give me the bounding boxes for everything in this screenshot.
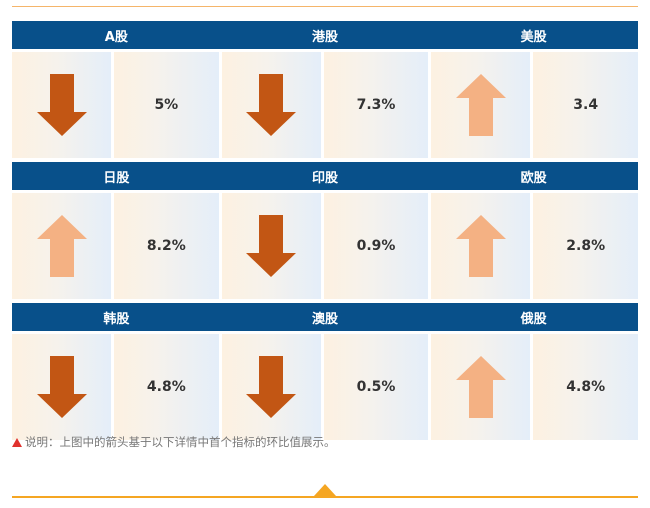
market-card-a-share: 5% <box>12 52 219 158</box>
market-value: 7.3% <box>323 52 429 158</box>
market-row-2: 日股 印股 欧股 8.2% 0.9% 2.8% <box>12 162 639 299</box>
arrow-down-icon <box>246 215 297 277</box>
market-name-a-share: A股 <box>104 29 128 45</box>
market-card-au-share: 0.5% <box>221 334 429 440</box>
market-row-3: 韩股 澳股 俄股 4.8% 0.5% 4.8% <box>12 303 639 440</box>
arrow-cell <box>12 334 111 440</box>
footnote-text: 说明：上图中的箭头基于以下详情中首个指标的环比值展示。 <box>25 435 336 449</box>
arrow-cell <box>221 52 321 158</box>
market-card-ru-share: 4.8% <box>431 334 639 440</box>
arrow-down-shape <box>246 74 297 136</box>
arrow-up-shape <box>455 356 506 418</box>
market-header-row: 日股 印股 欧股 <box>12 162 638 190</box>
top-divider <box>12 6 638 7</box>
market-name-au-share: 澳股 <box>312 311 339 327</box>
market-body-row: 8.2% 0.9% 2.8% <box>12 193 639 299</box>
arrow-down-icon <box>36 356 87 418</box>
arrow-up-icon <box>455 215 506 277</box>
arrow-down-shape <box>246 215 297 277</box>
bottom-divider <box>12 496 638 498</box>
arrow-down-icon <box>36 74 87 136</box>
arrow-cell <box>221 193 321 299</box>
market-value: 8.2% <box>114 193 219 299</box>
market-name-ru-share: 俄股 <box>520 311 547 327</box>
market-card-jp-share: 8.2% <box>12 193 219 299</box>
arrow-cell <box>12 52 111 158</box>
arrow-cell <box>221 334 321 440</box>
arrow-cell <box>431 52 531 158</box>
market-body-row: 5% 7.3% 3.4 <box>12 52 639 158</box>
arrow-up-icon <box>455 74 506 136</box>
market-value: 0.9% <box>323 193 429 299</box>
arrow-up-shape <box>36 215 87 277</box>
market-value: 3.4 <box>533 52 639 158</box>
arrow-down-icon <box>246 74 297 136</box>
arrow-cell <box>431 334 531 440</box>
market-card-eu-share: 2.8% <box>431 193 639 299</box>
arrow-down-shape <box>246 356 297 418</box>
market-name-jp-share: 日股 <box>103 170 130 186</box>
arrow-up-icon <box>36 215 87 277</box>
arrow-cell <box>431 193 531 299</box>
section-pointer-icon <box>314 484 336 496</box>
market-card-kr-share: 4.8% <box>12 334 219 440</box>
market-grid: A股 港股 美股 5% 7.3% 3.4 日股 印股 欧股 <box>12 21 639 444</box>
market-value: 2.8% <box>533 193 639 299</box>
market-header-row: 韩股 澳股 俄股 <box>12 303 638 331</box>
arrow-down-shape <box>36 74 87 136</box>
market-value: 4.8% <box>114 334 219 440</box>
market-body-row: 4.8% 0.5% 4.8% <box>12 334 639 440</box>
arrow-down-shape <box>36 356 87 418</box>
arrow-up-shape <box>455 215 506 277</box>
market-card-hk-share: 7.3% <box>221 52 429 158</box>
market-header-row: A股 港股 美股 <box>12 21 638 49</box>
market-name-us-share: 美股 <box>520 29 547 45</box>
arrow-up-icon <box>455 356 506 418</box>
market-row-1: A股 港股 美股 5% 7.3% 3.4 <box>12 21 639 158</box>
market-name-eu-share: 欧股 <box>520 170 547 186</box>
market-name-kr-share: 韩股 <box>103 311 130 327</box>
arrow-cell <box>12 193 111 299</box>
arrow-up-shape <box>455 74 506 136</box>
market-value: 5% <box>114 52 219 158</box>
market-name-hk-share: 港股 <box>312 29 339 45</box>
warning-triangle-icon <box>12 437 22 447</box>
market-card-in-share: 0.9% <box>221 193 429 299</box>
market-value: 4.8% <box>533 334 639 440</box>
market-name-in-share: 印股 <box>312 170 339 186</box>
footnote: 说明：上图中的箭头基于以下详情中首个指标的环比值展示。 <box>12 434 336 450</box>
arrow-down-icon <box>246 356 297 418</box>
market-card-us-share: 3.4 <box>431 52 639 158</box>
market-value: 0.5% <box>323 334 429 440</box>
